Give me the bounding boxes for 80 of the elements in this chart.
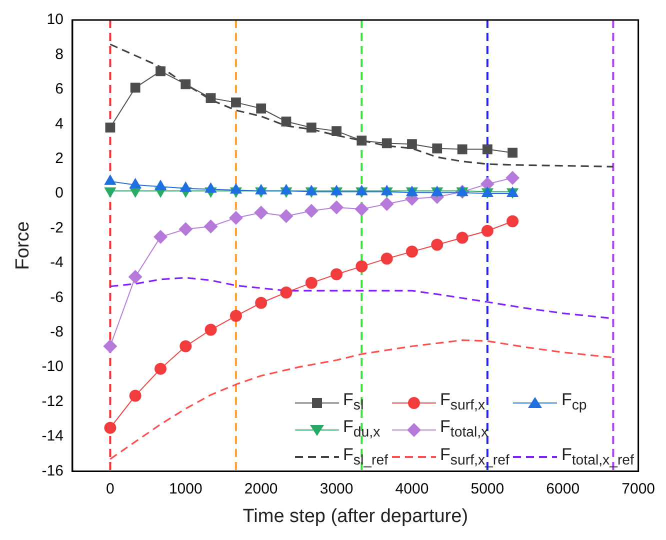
point [380,252,393,265]
x-axis-title: Time step (after departure) [242,506,468,527]
point [279,209,294,224]
y-axis-title: Force [12,221,34,270]
point [406,246,418,258]
legend-label: F$_{total,x}$ [440,417,488,443]
x-tick-label: 7000 [622,480,656,498]
legend-label: F$_{cp}$ [561,390,587,416]
point [228,210,243,225]
point [204,324,217,336]
point [382,138,392,148]
point [354,202,369,216]
point [506,215,519,228]
y-tick-label: 2 [55,150,64,167]
point [431,238,444,251]
x-tick-label: 2000 [244,480,278,498]
point [204,220,218,234]
point [281,116,292,126]
point [481,224,494,237]
point [154,362,167,375]
point [255,296,268,309]
x-tick-label: 5000 [470,480,504,498]
point [356,260,368,272]
y-tick-label: -10 [42,358,64,376]
y-tick-label: -8 [50,324,64,341]
y-tick-label: 4 [55,115,64,132]
line-series [109,43,614,168]
point [380,196,394,211]
legend-label: F$_{sl}$ [343,390,364,416]
point [230,310,242,322]
point [306,122,316,133]
point [206,93,216,104]
point [330,200,344,214]
x-tick-label: 4000 [395,480,429,498]
x-tick-label: 6000 [546,480,580,498]
y-tick-label: -6 [50,288,64,306]
point [407,139,417,150]
y-tick-label: 6 [55,80,64,98]
point [332,126,342,136]
point [180,79,191,90]
point [456,232,468,244]
x-tick-label: 3000 [320,480,354,498]
y-tick-label: -12 [42,392,64,410]
point [457,144,468,154]
point [104,422,116,434]
point [128,270,142,284]
point [129,390,142,402]
x-tick-label: 1000 [168,480,202,498]
y-tick-label: 10 [46,11,64,28]
point [105,122,116,133]
point [256,104,266,114]
point [180,340,192,352]
point [156,66,166,76]
legend-label: F$_{surf,x_ref}$ [440,444,510,470]
legend-label: F$_{surf,x}$ [440,390,486,416]
point [330,268,343,280]
y-tick-label: 0 [55,184,64,202]
point [231,97,241,108]
point [280,286,292,298]
point [304,204,318,218]
point [356,136,367,146]
point [432,143,442,154]
legend-label: F$_{sl_ref}$ [343,444,388,470]
point [508,148,518,158]
point [178,222,193,236]
legend-label: F$_{total,x_ref}$ [561,444,634,470]
y-tick-label: -14 [42,428,64,445]
legend-label: F$_{du,x}$ [343,417,380,443]
point [154,230,168,244]
point [103,339,118,354]
point [305,276,318,289]
y-tick-label: -16 [42,462,64,480]
y-tick-label: -4 [50,254,64,272]
point [254,206,268,220]
point [130,82,140,93]
x-tick-label: 0 [106,480,114,498]
y-tick-label: -2 [50,219,64,236]
point [506,170,520,185]
y-tick-label: 8 [55,46,64,63]
point [482,144,492,154]
